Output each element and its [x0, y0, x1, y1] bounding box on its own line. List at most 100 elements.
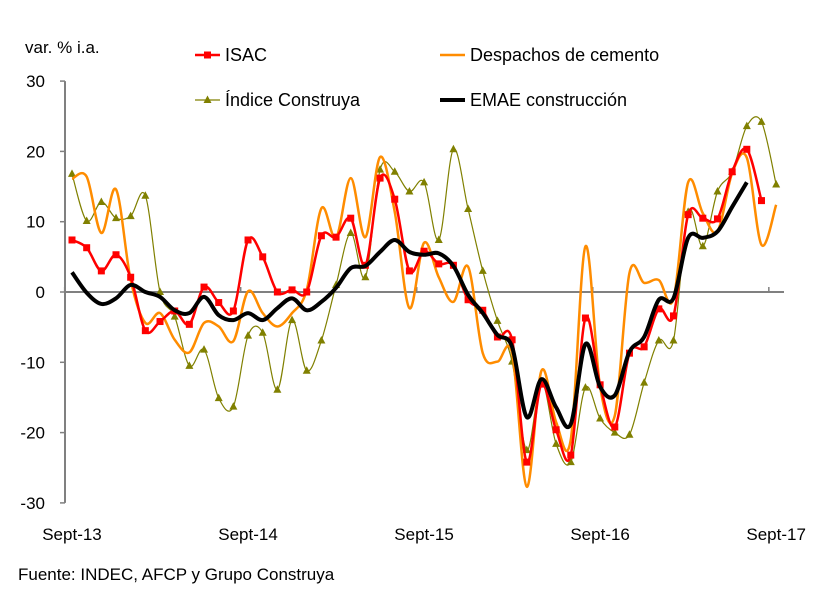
- data-point-triangle: [625, 430, 634, 438]
- data-point-triangle: [390, 167, 399, 175]
- data-point-triangle: [464, 204, 473, 213]
- data-point-triangle: [273, 385, 282, 393]
- data-point-square: [684, 211, 692, 219]
- data-point-square: [611, 423, 619, 431]
- data-point-triangle: [669, 336, 678, 344]
- series-line: [70, 181, 749, 430]
- y-tick-label: 10: [26, 213, 45, 232]
- data-point-square: [259, 253, 267, 261]
- data-point-square: [464, 296, 472, 304]
- data-point-triangle: [420, 177, 429, 186]
- data-point-square: [391, 195, 399, 203]
- data-point-square: [332, 233, 340, 241]
- data-point-triangle: [288, 315, 297, 324]
- data-point-square: [185, 320, 193, 328]
- data-point-triangle: [566, 457, 575, 466]
- data-point-square: [273, 288, 281, 296]
- data-point-triangle: [493, 316, 502, 324]
- legend-item: ISAC: [195, 45, 267, 65]
- data-point-triangle: [258, 328, 267, 336]
- data-point-triangle: [698, 241, 707, 250]
- data-point-triangle: [449, 144, 458, 153]
- data-point-square: [405, 267, 413, 275]
- data-point-triangle: [757, 117, 766, 125]
- x-tick-label: Sept-13: [42, 525, 102, 544]
- data-point-square: [420, 247, 428, 255]
- y-axis-label: var. % i.a.: [25, 38, 100, 57]
- data-point-triangle: [317, 336, 326, 344]
- data-point-triangle: [156, 287, 165, 295]
- data-point-triangle: [200, 345, 209, 353]
- data-point-square: [288, 286, 296, 294]
- data-point-square: [537, 380, 545, 388]
- series-lines: [68, 116, 781, 488]
- x-tick-label: Sept-14: [218, 525, 278, 544]
- legend-marker-square: [204, 51, 211, 59]
- data-point-triangle: [434, 235, 443, 243]
- legend: ISAC Despachos de cemento Índice Construya…: [195, 45, 659, 110]
- data-point-triangle: [302, 366, 311, 374]
- data-point-square: [244, 236, 252, 244]
- legend-label: Índice Construya: [225, 90, 361, 110]
- data-point-square: [640, 343, 648, 351]
- data-point-square: [200, 283, 208, 291]
- series-isac: [68, 145, 765, 466]
- data-point-triangle: [126, 211, 135, 220]
- series-despachos-de-cemento: [71, 152, 778, 488]
- series-line: [71, 152, 778, 488]
- data-point-triangle: [141, 191, 150, 199]
- data-point-triangle: [713, 186, 722, 195]
- data-point-triangle: [170, 312, 179, 320]
- x-tick-label: Sept-17: [746, 525, 806, 544]
- data-point-square: [215, 299, 223, 307]
- data-point-square: [743, 145, 751, 153]
- data-point-square: [669, 312, 677, 320]
- series-line: [71, 116, 777, 466]
- data-point-square: [728, 168, 736, 176]
- data-point-square: [156, 318, 164, 326]
- y-tick-label: 0: [36, 283, 45, 302]
- data-point-triangle: [361, 272, 370, 281]
- x-tick-label: Sept-16: [570, 525, 630, 544]
- data-point-triangle: [610, 428, 619, 436]
- data-point-triangle: [214, 393, 223, 402]
- y-tick-label: -10: [20, 353, 45, 372]
- y-tick-label: 30: [26, 72, 45, 91]
- data-point-square: [523, 458, 531, 466]
- data-point-square: [97, 267, 105, 275]
- data-point-square: [552, 426, 560, 434]
- x-tick-label: Sept-15: [394, 525, 454, 544]
- data-point-square: [229, 307, 237, 315]
- data-point-square: [127, 273, 135, 281]
- data-point-square: [435, 260, 443, 268]
- data-point-square: [68, 236, 76, 244]
- y-tick-label: -20: [20, 424, 45, 443]
- y-tick-label: -30: [20, 494, 45, 513]
- series-emae-construcci-n: [70, 181, 749, 430]
- data-point-triangle: [640, 378, 649, 386]
- series--ndice-construya: [68, 116, 781, 466]
- legend-item: Despachos de cemento: [440, 45, 659, 65]
- data-point-triangle: [112, 213, 121, 222]
- data-point-square: [317, 232, 325, 240]
- data-point-square: [581, 314, 589, 322]
- data-point-triangle: [772, 179, 781, 188]
- legend-item: EMAE construcción: [440, 90, 627, 110]
- y-tick-label: 20: [26, 142, 45, 161]
- legend-item: Índice Construya: [195, 90, 361, 110]
- data-point-triangle: [244, 331, 253, 339]
- legend-label: EMAE construcción: [470, 90, 627, 110]
- data-point-triangle: [478, 266, 487, 274]
- data-point-square: [699, 214, 707, 222]
- data-point-square: [347, 214, 355, 222]
- data-point-square: [141, 327, 149, 335]
- source-note: Fuente: INDEC, AFCP y Grupo Construya: [18, 565, 335, 584]
- data-point-triangle: [346, 228, 355, 236]
- data-point-square: [757, 197, 765, 205]
- data-point-triangle: [82, 216, 91, 224]
- data-point-triangle: [68, 169, 76, 177]
- data-point-triangle: [552, 439, 561, 447]
- data-point-square: [303, 288, 311, 296]
